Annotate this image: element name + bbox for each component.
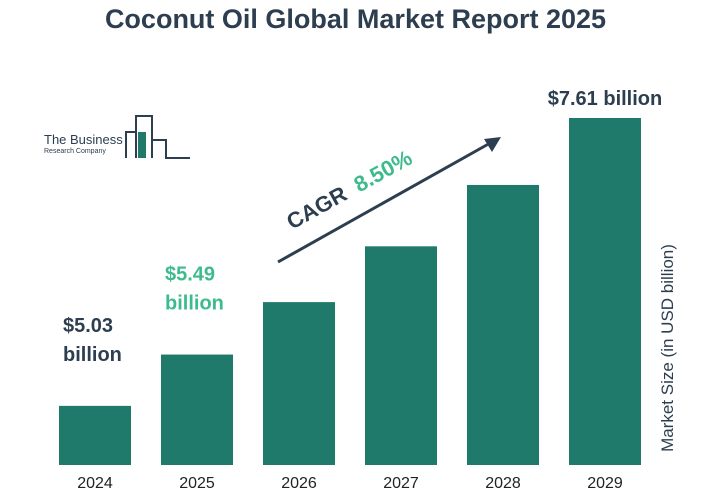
data-label-2025-line0: $5.49 xyxy=(165,264,215,286)
bar-2026 xyxy=(263,302,335,465)
cagr-arrow-head-icon xyxy=(484,137,501,152)
data-labels: $5.03 billion $5.49 billion $7.61 billion xyxy=(63,88,662,366)
logo-buildings-icon xyxy=(125,115,190,159)
x-tick-2027: 2027 xyxy=(383,475,419,492)
x-tick-2026: 2026 xyxy=(281,475,317,492)
data-label-2024-line1: billion xyxy=(63,344,122,366)
logo-text-line2: Research Company xyxy=(44,148,106,155)
data-label-2024-line0: $5.03 xyxy=(63,315,113,337)
x-tick-2025: 2025 xyxy=(179,475,215,492)
bar-2028 xyxy=(467,184,539,465)
data-label-2025-line1: billion xyxy=(165,293,224,315)
x-tick-2024: 2024 xyxy=(77,475,113,492)
bar-2029 xyxy=(569,118,641,465)
bar-2027 xyxy=(365,246,437,465)
y-axis-label: Market Size (in USD billion) xyxy=(658,244,677,452)
x-tick-2028: 2028 xyxy=(485,475,521,492)
x-tick-2029: 2029 xyxy=(587,475,623,492)
bar-2024 xyxy=(59,405,131,465)
logo-text-line1: The Business xyxy=(44,132,123,147)
company-logo: The Business Research Company xyxy=(40,112,200,164)
cagr-arrow-line xyxy=(277,140,493,264)
bar-2025 xyxy=(161,354,233,465)
chart-title: Coconut Oil Global Market Report 2025 xyxy=(104,4,607,34)
bars-group xyxy=(59,118,641,465)
x-tick-labels: 2024 2025 2026 2027 2028 2029 xyxy=(77,475,623,492)
data-label-2029-line0: $7.61 billion xyxy=(548,88,662,110)
